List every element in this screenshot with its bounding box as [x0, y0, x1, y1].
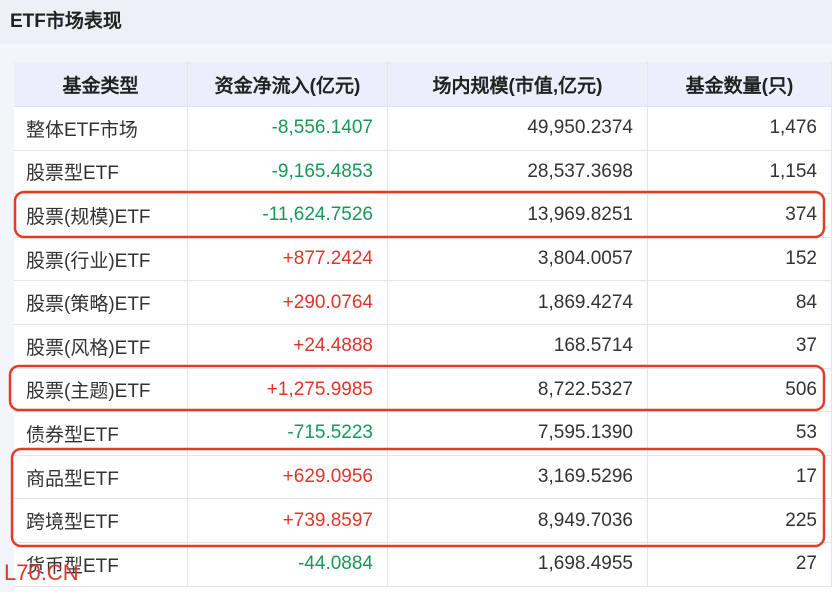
cell-value: 7,595.1390: [388, 412, 648, 456]
watermark: L70.CN: [4, 560, 79, 585]
cell-value: 506: [648, 368, 832, 413]
cell-value: +877.2424: [188, 237, 388, 282]
cell-value: 1,476: [648, 107, 832, 151]
title: ETF市场表现: [0, 0, 832, 44]
row-label: 股票(规模)ETF: [14, 194, 188, 238]
cell-value: -715.5223: [188, 412, 388, 456]
cell-value: 13,969.8251: [388, 194, 648, 238]
cell-value: 225: [648, 499, 832, 543]
row-label: 股票(风格)ETF: [14, 325, 188, 369]
cell-value: -9,165.4853: [188, 150, 388, 195]
cell-value: 28,537.3698: [388, 150, 648, 195]
cell-value: 3,169.5296: [388, 455, 648, 500]
row-label: 整体ETF市场: [14, 107, 188, 151]
row-label: 商品型ETF: [14, 455, 188, 500]
column-header: 场内规模(市值,亿元): [388, 62, 648, 107]
cell-value: 49,950.2374: [388, 107, 648, 151]
cell-value: +290.0764: [188, 281, 388, 325]
row-label: 股票型ETF: [14, 150, 188, 195]
cell-value: +24.4888: [188, 325, 388, 369]
cell-value: 3,804.0057: [388, 237, 648, 282]
table: 基金类型 资金净流入(亿元) 场内规模(市值,亿元) 基金数量(只) 整体ETF市场 -8…: [14, 62, 832, 592]
cell-value: 374: [648, 194, 832, 238]
cell-value: 8,722.5327: [388, 368, 648, 413]
cell-value: 17: [648, 455, 832, 500]
cell-value: 53: [648, 412, 832, 456]
cell-value: -8,556.1407: [188, 107, 388, 151]
row-label: 货币型ETF: [14, 543, 188, 587]
row-label: 股票(行业)ETF: [14, 237, 188, 282]
column-header: 基金数量(只): [648, 62, 832, 107]
row-label: 债券型ETF: [14, 412, 188, 456]
cell-value: +739.8597: [188, 499, 388, 543]
cell-value: 168.5714: [388, 325, 648, 369]
row-label: 股票(策略)ETF: [14, 281, 188, 325]
column-header: 基金类型: [14, 62, 188, 107]
cell-value: +1,275.9985: [188, 368, 388, 413]
cell-value: 1,154: [648, 150, 832, 195]
cell-value: -11,624.7526: [188, 194, 388, 238]
cell-value: 27: [648, 543, 832, 587]
cell-value: +629.0956: [188, 455, 388, 500]
cell-value: 8,949.7036: [388, 499, 648, 543]
cell-value: 37: [648, 325, 832, 369]
column-header: 资金净流入(亿元): [188, 62, 388, 107]
cell-value: -44.0884: [188, 543, 388, 587]
row-label: 跨境型ETF: [14, 499, 188, 543]
cell-value: 84: [648, 281, 832, 325]
cell-value: 1,869.4274: [388, 281, 648, 325]
cell-value: 1,698.4955: [388, 543, 648, 587]
row-label: 股票(主题)ETF: [14, 368, 188, 413]
cell-value: 152: [648, 237, 832, 282]
